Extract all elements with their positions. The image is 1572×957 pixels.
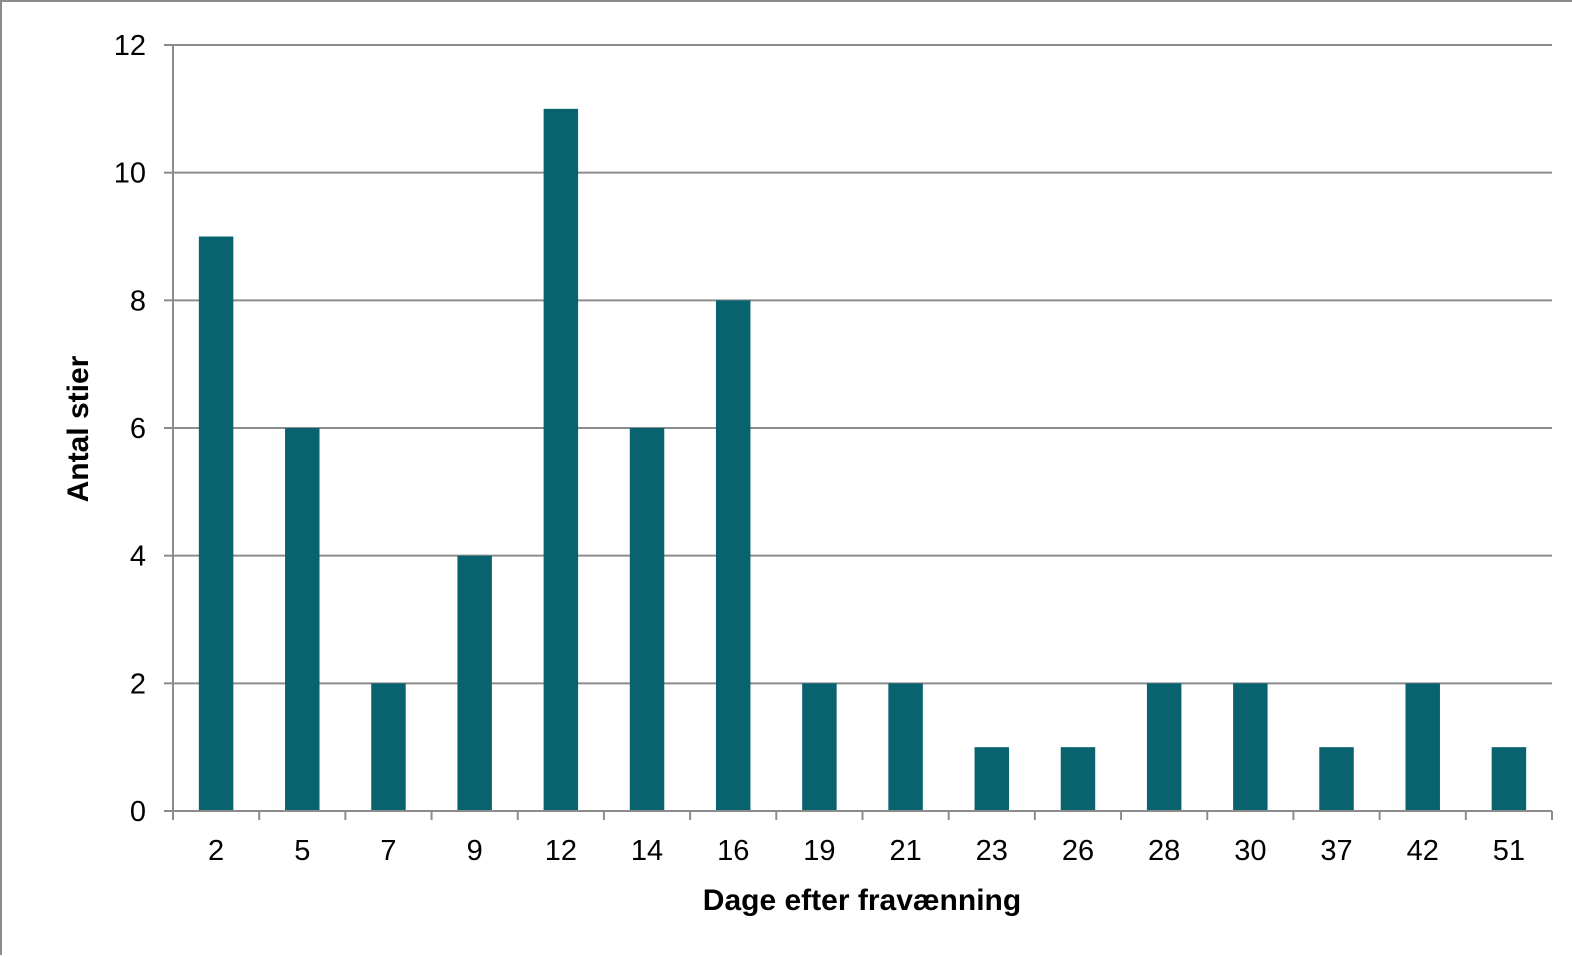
x-tick-label: 42 xyxy=(1407,835,1439,867)
y-tick-label: 6 xyxy=(130,413,146,445)
x-axis-title: Dage efter fravænning xyxy=(703,884,1021,917)
x-tick-label: 19 xyxy=(803,835,835,867)
x-tick-labels: 2 5 7 9 12 14 16 19 21 23 26 28 30 37 42 51 xyxy=(208,835,1525,867)
y-tick-label: 2 xyxy=(130,668,146,700)
bar-37 xyxy=(1319,747,1354,811)
bar-21 xyxy=(888,683,923,811)
y-tick-label: 4 xyxy=(130,541,146,573)
x-tick-label: 7 xyxy=(380,835,396,867)
x-tick-label: 14 xyxy=(631,835,663,867)
bar-30 xyxy=(1233,683,1268,811)
bar-9 xyxy=(457,555,492,811)
bar-16 xyxy=(715,300,751,811)
bars xyxy=(198,108,1527,812)
bar-19 xyxy=(802,683,837,811)
x-tick-label: 21 xyxy=(889,835,921,867)
x-tick-label: 28 xyxy=(1148,835,1180,867)
x-tick-label: 23 xyxy=(976,835,1008,867)
axes xyxy=(164,44,1553,820)
x-tick-label: 51 xyxy=(1493,835,1525,867)
x-tick-label: 9 xyxy=(467,835,483,867)
bar-2 xyxy=(198,236,234,811)
x-tick-label: 16 xyxy=(717,835,749,867)
bar-26 xyxy=(1060,747,1096,811)
y-tick-label: 10 xyxy=(114,158,146,190)
x-tick-label: 37 xyxy=(1320,835,1352,867)
bar-14 xyxy=(629,428,665,811)
y-tick-labels: 0 2 4 6 8 10 12 xyxy=(114,30,146,828)
bar-28 xyxy=(1146,683,1182,811)
y-tick-label: 0 xyxy=(130,796,146,828)
x-tick-label: 30 xyxy=(1234,835,1266,867)
y-tick-label: 8 xyxy=(130,285,146,317)
bar-12 xyxy=(543,108,579,812)
x-tick-label: 2 xyxy=(208,835,224,867)
gridlines xyxy=(173,44,1552,685)
x-tick-label: 26 xyxy=(1062,835,1094,867)
y-tick-label: 12 xyxy=(114,30,146,62)
bar-5 xyxy=(285,428,320,811)
bar-23 xyxy=(974,747,1010,811)
bar-7 xyxy=(371,683,406,811)
bar-42 xyxy=(1405,683,1440,811)
bar-51 xyxy=(1491,747,1527,811)
x-tick-label: 12 xyxy=(545,835,577,867)
x-tick-label: 5 xyxy=(294,835,310,867)
y-axis-title: Antal stier xyxy=(62,355,95,502)
